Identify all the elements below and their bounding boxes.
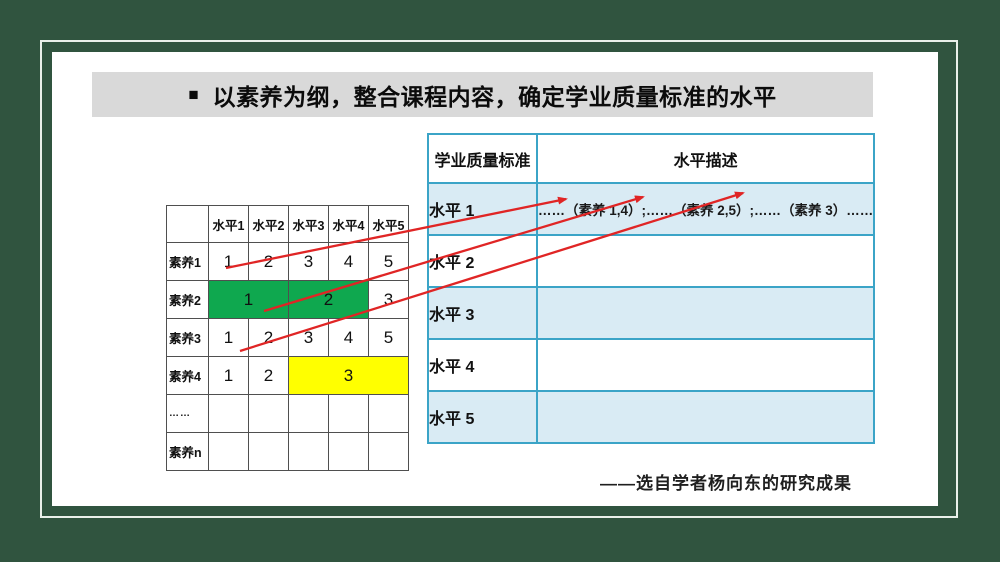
matrix-cell (368, 394, 409, 433)
matrix-row-label: …… (166, 394, 209, 433)
matrix-row-label: 素养n (166, 432, 209, 471)
matrix-col-header: 水平3 (288, 205, 329, 243)
matrix-cell: 2 (248, 242, 289, 281)
level-description (535, 390, 876, 444)
square-bullet-icon: ■ (188, 85, 199, 104)
matrix-row-label: 素养4 (166, 356, 209, 395)
quality-header-description: 水平描述 (535, 133, 876, 184)
quality-row-level2: 水平 2 (427, 234, 876, 288)
quality-row-level5: 水平 5 (427, 390, 876, 444)
matrix-cell: 3 (288, 242, 329, 281)
matrix-cell: 2 (248, 318, 289, 357)
level-label: 水平 3 (427, 286, 538, 340)
quality-row-level1: 水平 1 ……（素养 1,4）;……（素养 2,5）;……（素养 3）…… (427, 182, 876, 236)
matrix-corner-cell (166, 205, 209, 243)
matrix-cell (288, 432, 329, 471)
matrix-cell (368, 432, 409, 471)
matrix-row-suyang4: 素养4 1 2 3 (166, 356, 409, 395)
level-description (535, 234, 876, 288)
matrix-row-label: 素养3 (166, 318, 209, 357)
matrix-row-label: 素养2 (166, 280, 209, 319)
quality-header-row: 学业质量标准 水平描述 (427, 133, 876, 184)
matrix-cell: 1 (208, 242, 249, 281)
matrix-row-label: 素养1 (166, 242, 209, 281)
matrix-row-suyang2: 素养2 1 2 3 (166, 280, 409, 319)
matrix-cell (208, 432, 249, 471)
matrix-merged-cell-green: 2 (288, 280, 369, 319)
slide-frame-border (40, 40, 958, 518)
matrix-cell (248, 432, 289, 471)
matrix-cell: 4 (328, 242, 369, 281)
matrix-header-row: 水平1 水平2 水平3 水平4 水平5 (166, 205, 409, 243)
matrix-col-header: 水平5 (368, 205, 409, 243)
matrix-cell (248, 394, 289, 433)
matrix-cell (288, 394, 329, 433)
matrix-cell: 1 (208, 318, 249, 357)
matrix-row-suyang1: 素养1 1 2 3 4 5 (166, 242, 409, 281)
matrix-row-suyangn: 素养n (166, 432, 409, 471)
matrix-row-ellipsis: …… (166, 394, 409, 433)
level-description: ……（素养 1,4）;……（素养 2,5）;……（素养 3）…… (535, 182, 876, 236)
level-label: 水平 5 (427, 390, 538, 444)
attribution-text: ——选自学者杨向东的研究成果 (600, 474, 852, 493)
quality-standard-table: 学业质量标准 水平描述 水平 1 ……（素养 1,4）;……（素养 2,5）;…… (427, 133, 876, 444)
matrix-cell: 2 (248, 356, 289, 395)
matrix-cell (208, 394, 249, 433)
matrix-col-header: 水平1 (208, 205, 249, 243)
matrix-cell: 1 (208, 356, 249, 395)
level-label: 水平 4 (427, 338, 538, 392)
matrix-row-suyang3: 素养3 1 2 3 4 5 (166, 318, 409, 357)
quality-header-standard: 学业质量标准 (427, 133, 538, 184)
title-bar: ■ 以素养为纲，整合课程内容，确定学业质量标准的水平 (92, 72, 873, 117)
matrix-col-header: 水平2 (248, 205, 289, 243)
matrix-merged-cell-yellow: 3 (288, 356, 409, 395)
page-title: 以素养为纲，整合课程内容，确定学业质量标准的水平 (212, 83, 777, 110)
level-description (535, 286, 876, 340)
matrix-col-header: 水平4 (328, 205, 369, 243)
matrix-merged-cell-green: 1 (208, 280, 289, 319)
matrix-cell: 5 (368, 242, 409, 281)
matrix-cell: 4 (328, 318, 369, 357)
level-label: 水平 1 (427, 182, 538, 236)
matrix-cell: 3 (288, 318, 329, 357)
quality-row-level4: 水平 4 (427, 338, 876, 392)
quality-row-level3: 水平 3 (427, 286, 876, 340)
matrix-cell (328, 432, 369, 471)
competency-level-matrix: 水平1 水平2 水平3 水平4 水平5 素养1 1 2 3 4 5 素养2 1 … (166, 205, 409, 471)
level-label: 水平 2 (427, 234, 538, 288)
matrix-cell: 3 (368, 280, 409, 319)
matrix-cell: 5 (368, 318, 409, 357)
matrix-cell (328, 394, 369, 433)
level-description (535, 338, 876, 392)
